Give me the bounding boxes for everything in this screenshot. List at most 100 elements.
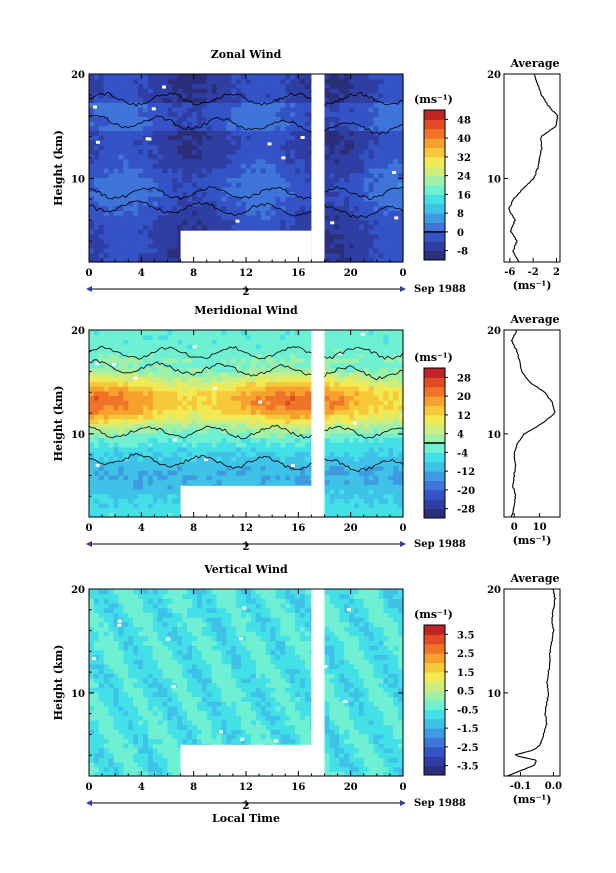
heatmap-cell [260, 381, 267, 387]
heatmap-cell [285, 149, 291, 155]
heatmap-cell [123, 512, 129, 518]
heatmap-cell [349, 83, 355, 89]
heatmap-cell [324, 135, 331, 141]
heatmap-cell [108, 456, 115, 462]
heatmap-cell [162, 116, 169, 122]
heatmap-cell [147, 219, 154, 225]
heatmap-cell [216, 423, 223, 429]
heatmap-cell [103, 163, 110, 169]
heatmap-cell [226, 135, 232, 141]
heatmap-cell [216, 210, 223, 216]
missing-pixel [267, 142, 272, 146]
heatmap-cell [290, 409, 296, 415]
heatmap-cell [241, 409, 247, 415]
heatmap-cell [334, 163, 340, 169]
heatmap-cell [388, 257, 394, 263]
heatmap-cell [241, 418, 247, 425]
heatmap-cell [128, 135, 134, 141]
heatmap-cell [280, 404, 286, 411]
heatmap-cell [383, 116, 389, 122]
heatmap-cell [177, 74, 183, 80]
heatmap-cell [138, 334, 144, 340]
heatmap-cell [167, 153, 174, 160]
heatmap-cell [324, 446, 331, 453]
heatmap-cell [172, 423, 178, 429]
heatmap-cell [246, 210, 252, 216]
heatmap-cell [157, 348, 164, 354]
heatmap-cell [98, 168, 105, 174]
heatmap-cell [260, 372, 267, 378]
heatmap-cell [388, 78, 394, 84]
heatmap-cell [182, 139, 188, 146]
heatmap-cell [142, 78, 149, 84]
heatmap-cell [211, 153, 218, 160]
heatmap-cell [368, 88, 375, 94]
heatmap-cell [270, 135, 277, 141]
heatmap-cell [265, 344, 272, 350]
heatmap-cell [344, 106, 350, 113]
heatmap-cell [133, 238, 139, 244]
heatmap-cell [226, 479, 232, 485]
heatmap-cell [138, 252, 144, 258]
heatmap-cell [123, 121, 129, 127]
heatmap-cell [172, 446, 178, 453]
heatmap-cell [128, 97, 134, 103]
heatmap-cell [108, 404, 115, 411]
heatmap-cell [383, 247, 389, 254]
heatmap-cell [353, 437, 360, 443]
heatmap-cell [339, 414, 345, 420]
heatmap-cell [93, 196, 100, 202]
heatmap-cell [196, 139, 203, 146]
heatmap-cell [128, 465, 134, 471]
heatmap-cell [162, 353, 169, 359]
heatmap-cell [93, 247, 100, 254]
heatmap-cell [182, 200, 188, 207]
heatmap-cell [123, 219, 129, 225]
heatmap-cell [255, 121, 262, 127]
heatmap-cell [93, 330, 100, 336]
heatmap-cell [118, 456, 124, 462]
heatmap-cell [201, 414, 208, 420]
heatmap-cell [231, 395, 237, 401]
heatmap-cell [152, 330, 159, 336]
heatmap-cell [339, 507, 345, 513]
heatmap-cell [216, 460, 223, 467]
heatmap-cell [211, 358, 218, 364]
heatmap-cell [349, 372, 355, 378]
heatmap-cell [393, 111, 399, 117]
heatmap-cell [246, 442, 252, 448]
heatmap-cell [162, 493, 169, 499]
heatmap-cell [147, 507, 154, 513]
heatmap-cell [89, 177, 95, 183]
heatmap-cell [147, 139, 154, 146]
heatmap-cell [236, 83, 242, 89]
heatmap-cell [221, 74, 227, 80]
heatmap-cell [98, 106, 105, 113]
heatmap-cell [147, 200, 154, 207]
heatmap-cell [295, 106, 301, 113]
heatmap-cell [241, 442, 247, 448]
heatmap-cell [192, 334, 198, 340]
heatmap-cell [142, 372, 149, 378]
heatmap-cell [177, 367, 183, 373]
heatmap-cell [103, 233, 110, 240]
heatmap-cell [89, 191, 95, 197]
heatmap-cell [192, 196, 198, 202]
heatmap-cell [265, 130, 272, 136]
heatmap-cell [304, 182, 311, 188]
heatmap-cell [196, 358, 203, 364]
heatmap-cell [368, 456, 375, 462]
heatmap-cell [275, 121, 281, 127]
heatmap-cell [216, 92, 223, 99]
heatmap-cell [192, 88, 198, 94]
heatmap-cell [162, 149, 169, 155]
heatmap-cell [172, 182, 178, 188]
heatmap-cell [226, 210, 232, 216]
heatmap-cell [246, 215, 252, 221]
heatmap-cell [250, 400, 257, 406]
heatmap-cell [353, 423, 360, 429]
heatmap-cell [260, 153, 267, 160]
heatmap-cell [265, 367, 272, 373]
heatmap-cell [172, 362, 178, 368]
heatmap-cell [236, 376, 242, 383]
